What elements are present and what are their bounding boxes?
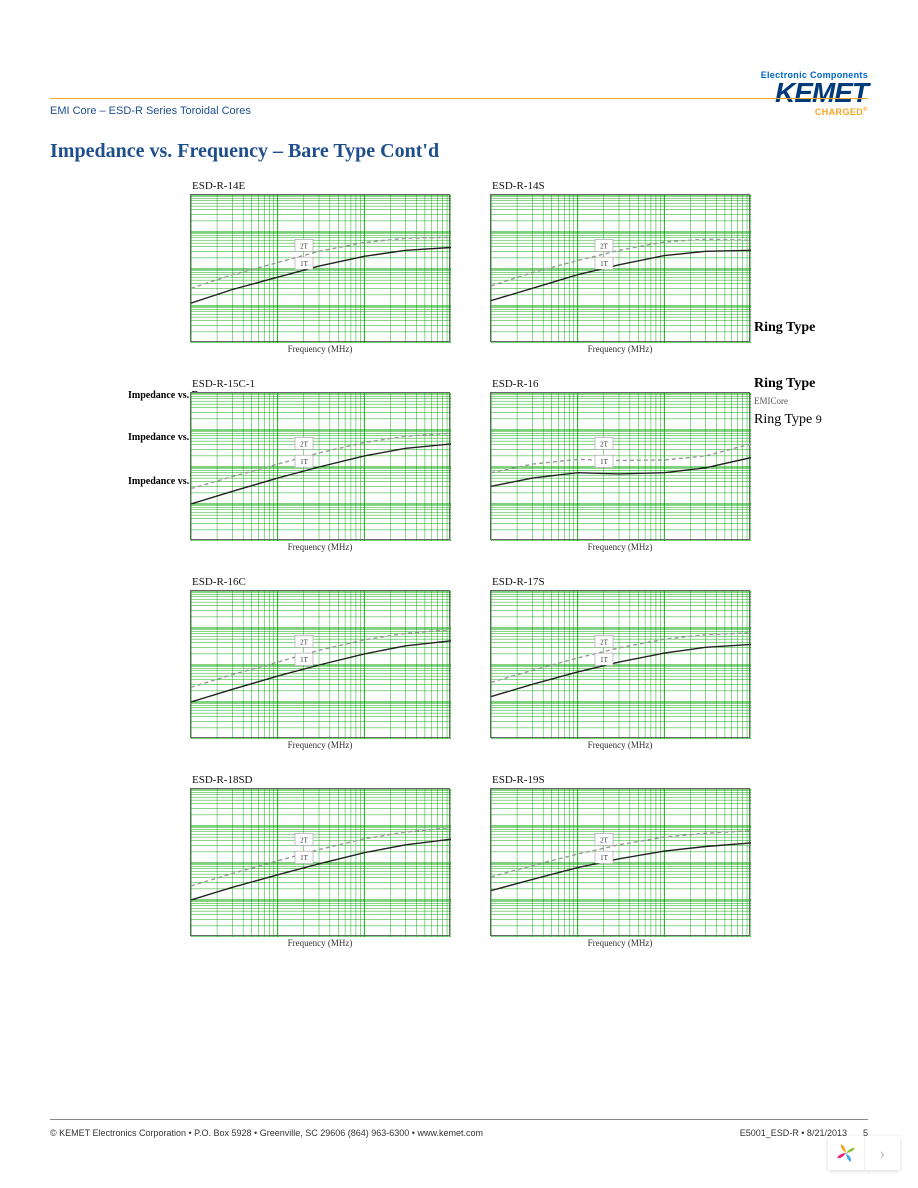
- side-small: EMICore: [754, 396, 874, 406]
- footer-divider: [50, 1119, 868, 1120]
- chart-xlabel: Frequency (MHz): [190, 938, 450, 948]
- chart-title: ESD-R-15C-1: [192, 378, 450, 390]
- chart-title: ESD-R-16C: [192, 576, 450, 588]
- chart-xlabel: Frequency (MHz): [190, 740, 450, 750]
- svg-text:1T: 1T: [300, 656, 309, 664]
- logo: Electronic Components KEMET CHARGED®: [761, 70, 868, 117]
- svg-text:1T: 1T: [600, 458, 609, 466]
- header-row: EMI Core – ESD-R Series Toroidal Cores E…: [50, 70, 868, 117]
- svg-text:2T: 2T: [300, 242, 309, 250]
- chart-title: ESD-R-14E: [192, 180, 450, 192]
- svg-text:1T: 1T: [300, 854, 309, 862]
- svg-text:2T: 2T: [600, 242, 609, 250]
- chart-title: ESD-R-19S: [492, 774, 750, 786]
- page: EMI Core – ESD-R Series Toroidal Cores E…: [0, 0, 918, 1188]
- chart-esd-r-15c-1: ESD-R-15C-1 2T 1T Frequency (MHz): [190, 378, 450, 552]
- svg-text:1T: 1T: [600, 854, 609, 862]
- chart-plot: 2T 1T: [190, 788, 450, 936]
- chart-title: ESD-R-17S: [492, 576, 750, 588]
- chart-xlabel: Frequency (MHz): [190, 344, 450, 354]
- chart-esd-r-19s: ESD-R-19S 2T 1T Frequency (MHz): [490, 774, 750, 948]
- chart-plot: 2T 1T: [490, 392, 750, 540]
- svg-text:2T: 2T: [300, 638, 309, 646]
- chart-title: ESD-R-16: [492, 378, 750, 390]
- chart-xlabel: Frequency (MHz): [490, 344, 750, 354]
- svg-text:2T: 2T: [600, 638, 609, 646]
- chart-plot: 2T 1T: [190, 590, 450, 738]
- chart-plot: 2T 1T: [190, 194, 450, 342]
- footer-left: © KEMET Electronics Corporation • P.O. B…: [50, 1128, 483, 1138]
- side-ring-type-3: Ring Type 9: [754, 412, 874, 428]
- charts-grid: ESD-R-14E 2T 1T Frequency (MHz) ESD-R-14S 2T 1…: [190, 180, 750, 948]
- svg-text:2T: 2T: [300, 440, 309, 448]
- svg-text:1T: 1T: [300, 458, 309, 466]
- chart-esd-r-18sd: ESD-R-18SD 2T 1T Frequency (MHz): [190, 774, 450, 948]
- chart-xlabel: Frequency (MHz): [190, 542, 450, 552]
- chart-esd-r-16: ESD-R-16 2T 1T Frequency (MHz): [490, 378, 750, 552]
- footer: © KEMET Electronics Corporation • P.O. B…: [50, 1128, 868, 1138]
- nav-logo-icon[interactable]: [828, 1136, 864, 1170]
- svg-text:2T: 2T: [600, 836, 609, 844]
- logo-main: KEMET: [761, 80, 868, 107]
- chart-title: ESD-R-14S: [492, 180, 750, 192]
- svg-text:1T: 1T: [300, 260, 309, 268]
- side-ring-type-2: Ring Type: [754, 376, 874, 392]
- svg-text:1T: 1T: [600, 656, 609, 664]
- side-ring-type-1: Ring Type: [754, 320, 874, 336]
- chart-xlabel: Frequency (MHz): [490, 938, 750, 948]
- chart-title: ESD-R-18SD: [192, 774, 450, 786]
- chart-esd-r-16c: ESD-R-16C 2T 1T Frequency (MHz): [190, 576, 450, 750]
- chart-esd-r-14s: ESD-R-14S 2T 1T Frequency (MHz): [490, 180, 750, 354]
- doc-series-title: EMI Core – ESD-R Series Toroidal Cores: [50, 105, 251, 117]
- side-labels: Ring Type Ring Type EMICore Ring Type 9: [754, 320, 874, 468]
- nav-widget: ›: [828, 1136, 900, 1170]
- svg-text:2T: 2T: [300, 836, 309, 844]
- nav-next-button[interactable]: ›: [864, 1136, 901, 1170]
- chart-esd-r-14e: ESD-R-14E 2T 1T Frequency (MHz): [190, 180, 450, 354]
- chart-plot: 2T 1T: [490, 788, 750, 936]
- header-divider: [50, 98, 868, 99]
- logo-charged: CHARGED®: [761, 107, 868, 117]
- svg-text:1T: 1T: [600, 260, 609, 268]
- chart-xlabel: Frequency (MHz): [490, 542, 750, 552]
- chart-plot: 2T 1T: [190, 392, 450, 540]
- chart-xlabel: Frequency (MHz): [490, 740, 750, 750]
- svg-text:2T: 2T: [600, 440, 609, 448]
- chart-plot: 2T 1T: [490, 194, 750, 342]
- chart-plot: 2T 1T: [490, 590, 750, 738]
- section-title: Impedance vs. Frequency – Bare Type Cont…: [50, 140, 439, 163]
- chart-esd-r-17s: ESD-R-17S 2T 1T Frequency (MHz): [490, 576, 750, 750]
